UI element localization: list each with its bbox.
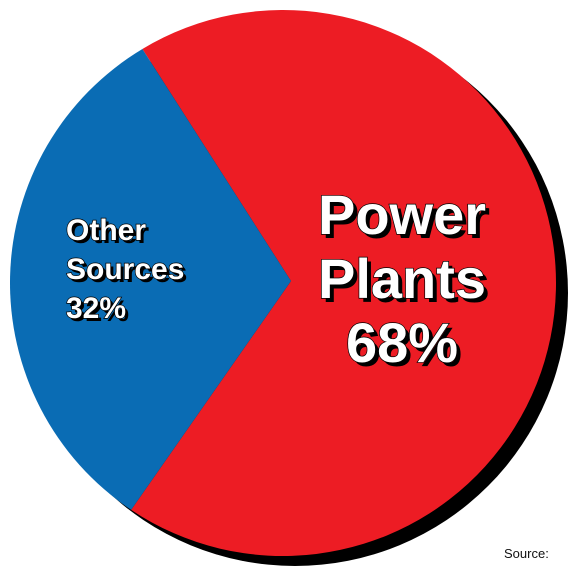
- slice-label-power-plants-line-1: Plants: [318, 247, 486, 310]
- pie-slice-labels: PowerPowerPlantsPlants68%68%OtherOtherSo…: [65, 182, 490, 378]
- slice-label-shadow: 32%: [69, 295, 129, 328]
- slice-label-shadow: Plants: [322, 251, 490, 314]
- slice-label-other-sources-line-2: 32%: [66, 292, 126, 325]
- source-note: Source:: [504, 546, 549, 561]
- slice-label-other-sources-line-0: Other: [66, 214, 146, 247]
- pie-slice-power-plants: [131, 9, 557, 556]
- pie-slice-other-sources: [9, 48, 292, 510]
- slice-label-power-plants-line-0: Power: [318, 183, 486, 246]
- pie-slices: [9, 9, 557, 556]
- slice-label-shadow: 68%: [350, 315, 462, 378]
- slice-label-shadow: Power: [322, 187, 490, 250]
- slice-label-shadow: Other: [69, 217, 149, 250]
- slice-label-power-plants-line-2: 68%: [346, 311, 458, 374]
- slice-label-shadow: Sources: [69, 256, 187, 289]
- slice-label-other-sources-line-1: Sources: [66, 253, 184, 286]
